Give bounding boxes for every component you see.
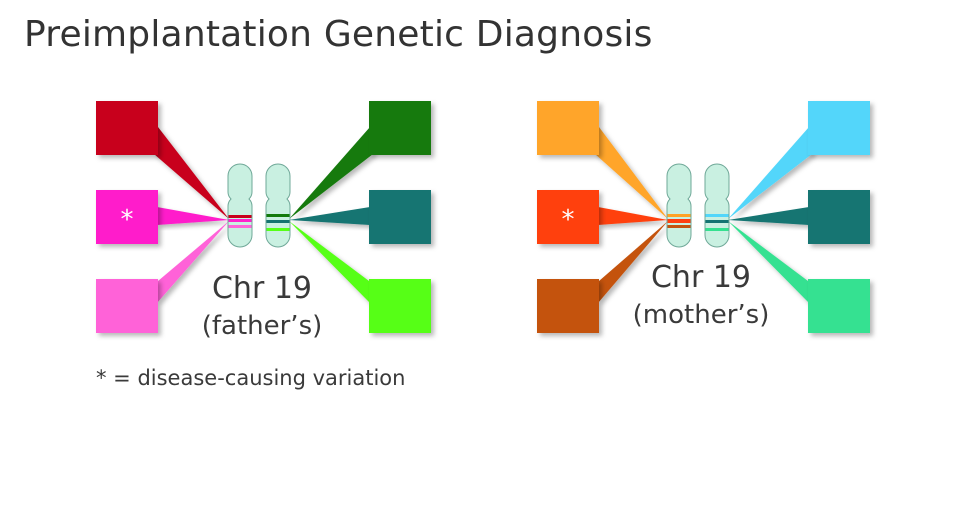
mother-callout-right-3 <box>728 221 809 303</box>
mother-owner-label: (mother’s) <box>633 300 770 330</box>
band <box>266 228 290 231</box>
band <box>266 220 290 223</box>
father-callout-left-3 <box>157 221 229 303</box>
band <box>266 214 290 217</box>
father-owner-label: (father’s) <box>202 311 323 341</box>
band <box>228 219 252 222</box>
mother-box-left-3 <box>537 279 599 333</box>
footnote: * = disease-causing variation <box>96 366 405 390</box>
mother-callout-right-1 <box>728 127 812 219</box>
mother-callout-left-2 <box>598 207 668 225</box>
band <box>705 228 729 231</box>
band <box>228 225 252 228</box>
mother-chromosome-right <box>704 163 730 248</box>
father-box-left-1 <box>96 101 158 155</box>
mother-box-right-1 <box>808 101 870 155</box>
mother-box-left-1 <box>537 101 599 155</box>
mother-box-right-3 <box>808 279 870 333</box>
mother-panel: * Chr 19 (mother’s) <box>537 101 870 333</box>
mother-disease-marker: * <box>562 205 575 235</box>
father-callout-left-1 <box>154 127 229 219</box>
mother-box-right-2 <box>808 190 870 244</box>
band <box>705 214 729 217</box>
father-chromosome-left <box>227 163 253 248</box>
father-chromosome-right <box>265 163 291 248</box>
mother-box-left-2 <box>537 190 599 244</box>
mother-callout-left-1 <box>595 127 668 219</box>
mother-chromosome-left <box>666 163 692 248</box>
father-box-left-3 <box>96 279 158 333</box>
father-panel: * Chr 19 (father’s) <box>96 101 431 341</box>
father-chr-label: Chr 19 <box>212 271 312 306</box>
father-disease-marker: * <box>121 205 134 235</box>
father-callout-right-3 <box>289 221 370 303</box>
mother-callout-right-2 <box>728 207 809 225</box>
page-title: Preimplantation Genetic Diagnosis <box>24 14 653 55</box>
band <box>667 225 691 228</box>
band <box>228 215 252 218</box>
father-box-right-1 <box>369 101 431 155</box>
band <box>667 214 691 217</box>
father-box-right-2 <box>369 190 431 244</box>
father-callout-right-1 <box>289 127 373 219</box>
father-box-right-3 <box>369 279 431 333</box>
father-box-left-2 <box>96 190 158 244</box>
band <box>667 219 691 223</box>
mother-callout-left-3 <box>598 221 668 303</box>
mother-chr-label: Chr 19 <box>651 260 751 295</box>
band <box>705 220 729 223</box>
father-callout-left-2 <box>157 207 229 225</box>
father-callout-right-2 <box>289 207 370 225</box>
